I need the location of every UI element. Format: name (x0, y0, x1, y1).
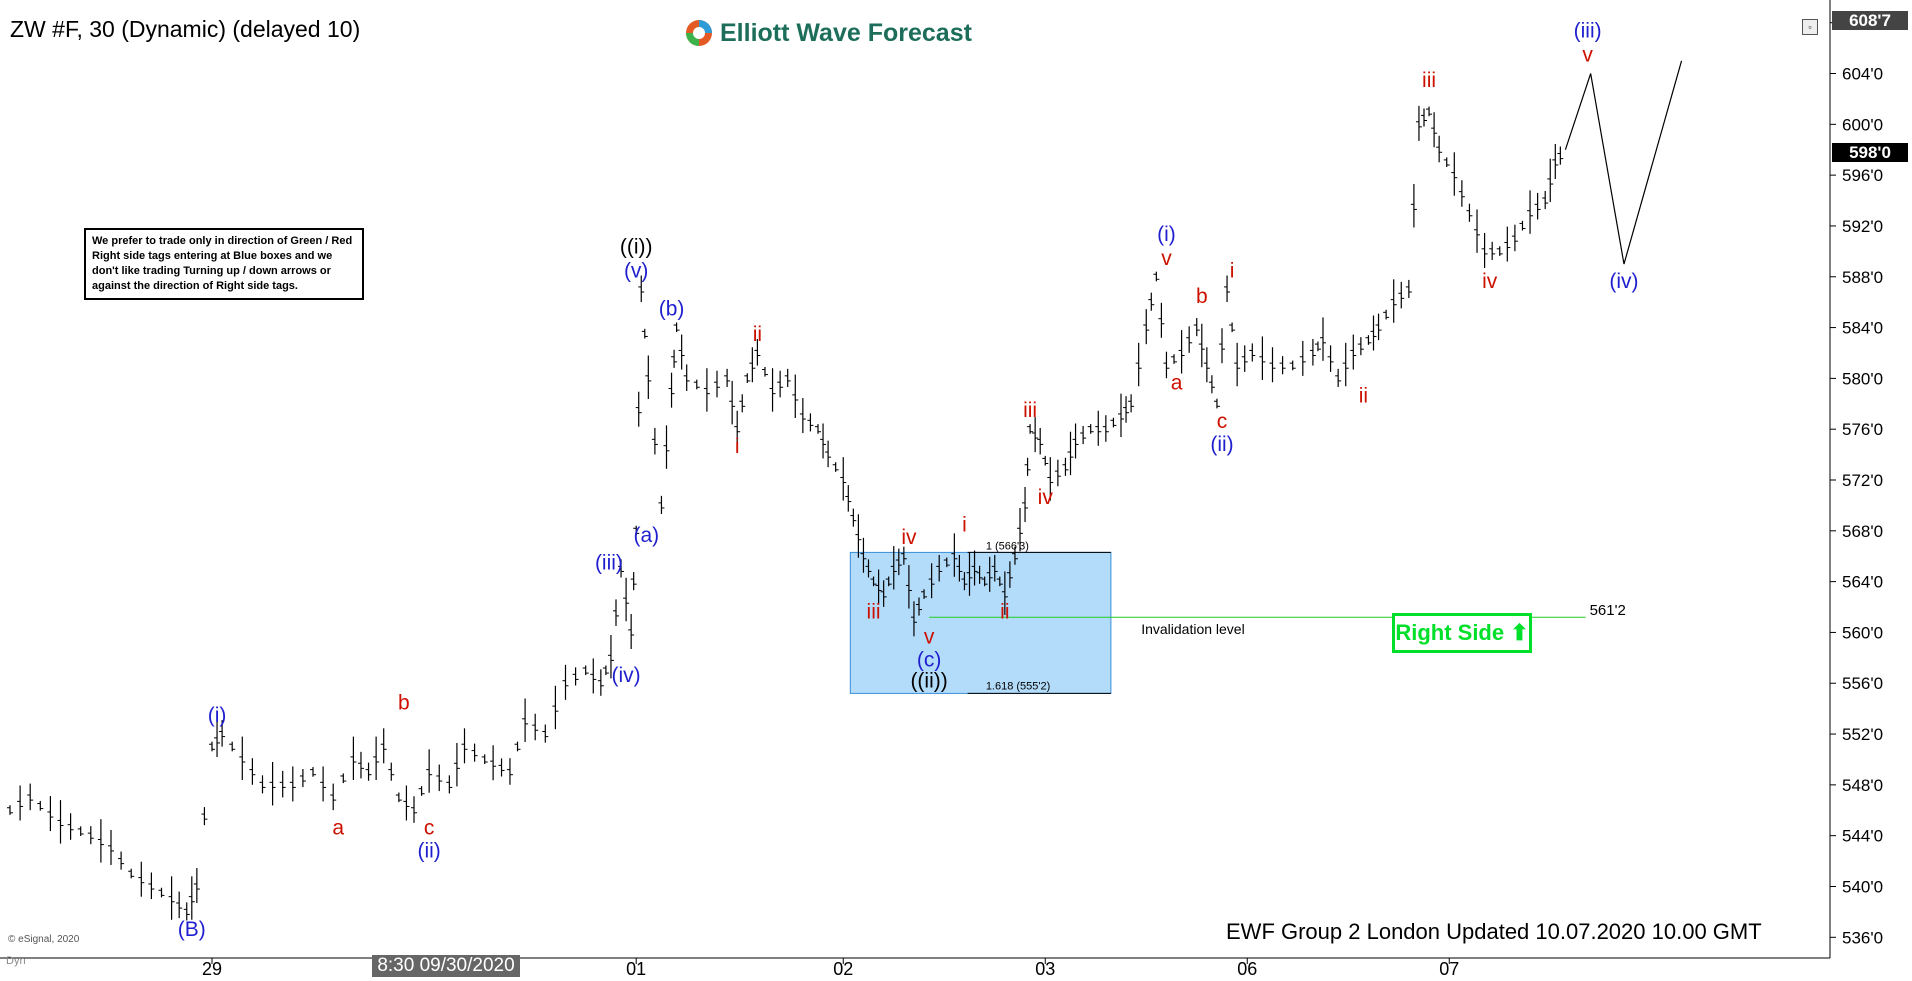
wave-label: iii (1422, 69, 1436, 92)
wave-label: iv (901, 526, 917, 549)
y-tick-label: 576'0 (1842, 420, 1883, 439)
blue-box (849, 551, 1112, 694)
dyn-label[interactable]: Dyn (6, 955, 26, 967)
window-icon[interactable]: ▫ (1802, 19, 1818, 35)
y-tick-label: 540'0 (1842, 877, 1883, 896)
wave-label: (a) (633, 524, 659, 547)
x-tick-label: 01 (626, 959, 646, 979)
logo: Elliott Wave Forecast (684, 18, 972, 48)
wave-label: (v) (624, 259, 649, 282)
logo-icon (686, 20, 712, 46)
y-tick-label: 544'0 (1842, 827, 1883, 846)
x-tick-label: 02 (833, 959, 853, 979)
invalidation-label: Invalidation level (1141, 621, 1245, 637)
wave-label: (b) (659, 298, 685, 321)
x-tick-label: 03 (1035, 959, 1055, 979)
wave-label: v (1161, 247, 1172, 270)
right-side-label: Right Side (1395, 620, 1505, 645)
x-cursor-label: 8:30 09/30/2020 (372, 955, 520, 977)
x-tick-label: 29 (202, 959, 222, 979)
y-tick-label: 560'0 (1842, 623, 1883, 642)
wave-label: ii (1359, 384, 1368, 407)
wave-label: iii (1023, 399, 1037, 422)
fib-1618-label: 1.618 (555'2) (986, 680, 1050, 692)
wave-label: (ii) (1210, 433, 1233, 456)
wave-label: c (424, 816, 435, 839)
y-tick-label: 600'0 (1842, 115, 1883, 134)
y-tick-label: 556'0 (1842, 674, 1883, 693)
right-side-tag: Right Side ⬆ (1392, 613, 1532, 653)
wave-label: ((i)) (620, 235, 653, 258)
wave-label: a (1171, 372, 1183, 395)
wave-label: (iii) (1574, 20, 1602, 43)
wave-label: c (1217, 410, 1228, 433)
logo-text: Elliott Wave Forecast (720, 18, 972, 47)
wave-label: (c) (917, 649, 942, 672)
wave-label: b (398, 691, 410, 714)
wave-label: i (735, 435, 740, 458)
wave-label: (iii) (595, 552, 623, 575)
up-arrow-icon: ⬆ (1510, 620, 1529, 645)
price-layer (7, 60, 1683, 921)
wave-label: ii (753, 323, 762, 346)
y-tick-label: 552'0 (1842, 725, 1883, 744)
y-tick-label: 564'0 (1842, 573, 1883, 592)
update-note: EWF Group 2 London Updated 10.07.2020 10… (1226, 919, 1762, 944)
wave-label: b (1196, 285, 1208, 308)
wave-label: (iv) (612, 664, 641, 687)
wave-label: (ii) (417, 839, 440, 862)
wave-label: iii (867, 600, 881, 623)
fib-1-label: 1 (566'3) (986, 540, 1029, 552)
wave-label: ii (1000, 600, 1009, 623)
wave-label-layer: (B)(i)abc(ii)(iii)(iv)(v)((i))(a)(b)iiii… (178, 20, 1639, 941)
wave-label: i (1230, 259, 1235, 282)
price-tag-current: 598'0 (1832, 143, 1908, 162)
projection-path (1564, 60, 1683, 265)
invalidation-value: 561'2 (1590, 602, 1626, 619)
wave-label: v (924, 626, 935, 649)
wave-label: (B) (178, 918, 206, 941)
y-tick-label: 588'0 (1842, 268, 1883, 287)
y-tick-label: 596'0 (1842, 166, 1883, 185)
wave-label: (i) (1157, 223, 1176, 246)
wave-label: i (962, 514, 967, 537)
y-tick-label: 592'0 (1842, 217, 1883, 236)
wave-label: ((ii)) (910, 670, 947, 693)
y-tick-label: 568'0 (1842, 522, 1883, 541)
trading-note: We prefer to trade only in direction of … (84, 228, 364, 300)
wave-label: (iv) (1609, 270, 1638, 293)
wave-label: (i) (208, 704, 227, 727)
grid-layer (0, 0, 1831, 959)
y-tick-label: 584'0 (1842, 319, 1883, 338)
y-tick-label: 604'0 (1842, 65, 1883, 84)
copyright: © eSignal, 2020 (8, 934, 80, 945)
wave-label: a (332, 816, 344, 839)
wave-label: iv (1038, 486, 1054, 509)
x-tick-label: 07 (1439, 959, 1459, 979)
y-tick-label: 580'0 (1842, 369, 1883, 388)
x-tick-label: 06 (1237, 959, 1257, 979)
y-tick-label: 548'0 (1842, 776, 1883, 795)
wave-label: v (1582, 44, 1593, 67)
price-tag-top: 608'7 (1832, 11, 1908, 30)
y-tick-label: 536'0 (1842, 928, 1883, 947)
chart-title: ZW #F, 30 (Dynamic) (delayed 10) (10, 16, 361, 42)
wave-label: iv (1482, 270, 1498, 293)
y-tick-label: 572'0 (1842, 471, 1883, 490)
